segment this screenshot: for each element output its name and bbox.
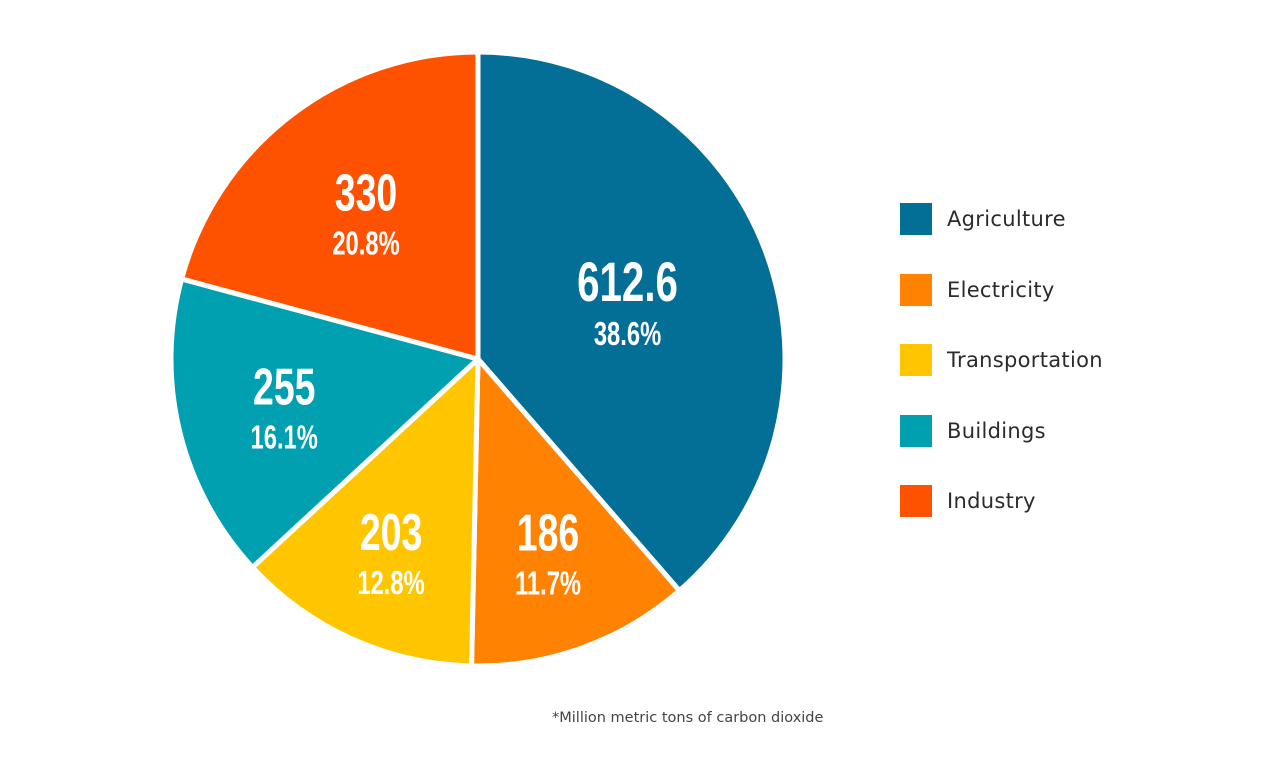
data-label-value: 330 xyxy=(335,164,397,223)
pie-slice-transportation xyxy=(250,356,481,669)
legend-swatch xyxy=(900,414,932,447)
legend-item-buildings: Buildings xyxy=(900,414,1103,447)
data-label-percent: 12.8% xyxy=(357,565,424,602)
legend-label: Buildings xyxy=(947,418,1046,443)
data-label-value: 203 xyxy=(360,503,422,562)
data-label-value: 612.6 xyxy=(577,252,678,314)
legend-label: Transportation xyxy=(947,348,1103,372)
unit-note: *Million metric tons of carbon dioxide xyxy=(552,710,824,726)
data-label-percent: 11.7% xyxy=(515,566,581,603)
data-label-percent: 16.1% xyxy=(251,420,318,457)
legend-label: Electricity xyxy=(947,277,1055,302)
legend-item-electricity: Electricity xyxy=(900,273,1103,306)
legend-label: Industry xyxy=(947,489,1036,513)
pie-slice-industry xyxy=(179,49,481,362)
legend-item-industry: Industry xyxy=(900,485,1103,517)
data-label-value: 186 xyxy=(517,503,579,562)
pie-slice-agriculture xyxy=(475,49,788,594)
legend-item-transportation: Transportation xyxy=(900,344,1103,376)
legend: Agriculture Electricity Transportation B… xyxy=(900,203,1103,556)
legend-label: Agriculture xyxy=(947,207,1066,231)
pie-slice-buildings xyxy=(168,276,481,570)
legend-swatch xyxy=(900,344,932,376)
legend-item-agriculture: Agriculture xyxy=(900,203,1103,235)
legend-swatch xyxy=(900,485,932,517)
data-label-percent: 20.8% xyxy=(332,226,399,263)
pie-slice-electricity xyxy=(469,356,682,669)
legend-swatch xyxy=(900,273,932,306)
legend-swatch xyxy=(900,203,932,235)
data-label-percent: 38.6% xyxy=(594,316,661,353)
data-label-value: 255 xyxy=(253,358,315,417)
